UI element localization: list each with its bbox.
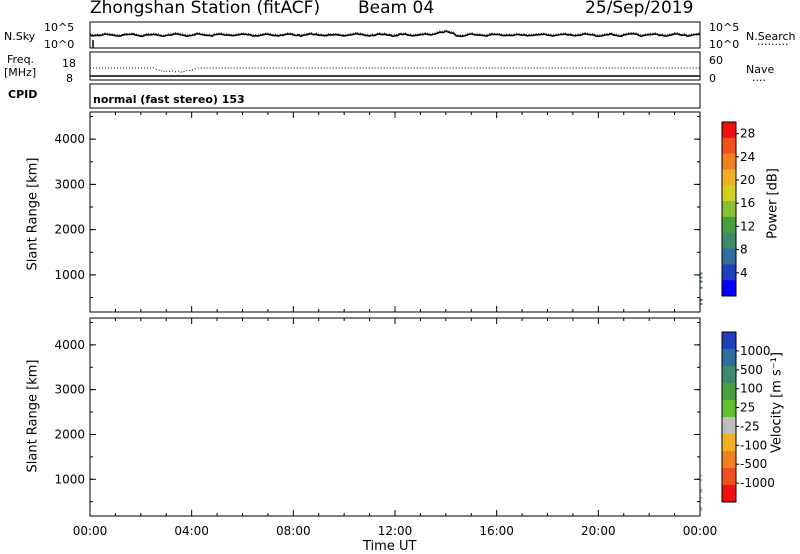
- nsky-tick-top: 10^5: [44, 21, 75, 34]
- nsearch-label: N.Search: [746, 30, 796, 43]
- scatter-cell: [700, 272, 703, 275]
- cpid-strip-frame: [89, 83, 701, 109]
- scatter-cell: [700, 286, 703, 289]
- scatter-cell: [700, 280, 703, 283]
- freq-strip-frame: [89, 51, 701, 81]
- nsearch-tick-bottom: 10^0: [709, 38, 740, 51]
- scatter-cell: [700, 276, 703, 279]
- nave-legend-dots: ····: [752, 74, 766, 87]
- nave-tick-bottom: 0: [709, 72, 716, 85]
- beam-title: Beam 04: [358, 0, 435, 18]
- nave-label: Nave: [746, 63, 775, 76]
- scatter-cell: [700, 298, 703, 301]
- freq-label: Freq.: [7, 53, 35, 66]
- cpid-label: CPID: [8, 88, 38, 101]
- nsky-tick-bottom: 10^0: [44, 38, 75, 51]
- nsky-line: [89, 30, 701, 38]
- nave-tick-top: 60: [709, 54, 723, 67]
- cpid-value: normal (fast stereo) 153: [93, 93, 245, 106]
- scatter-cell: [700, 303, 703, 305]
- freq-tick-top: 18: [62, 57, 76, 70]
- station-title: Zhongshan Station (fitACF): [90, 0, 321, 18]
- x-axis-title: Time UT: [363, 539, 417, 554]
- nsky-label: N.Sky: [4, 30, 36, 43]
- nsearch-tick-top: 10^5: [709, 21, 740, 34]
- date-title: 25/Sep/2019: [585, 0, 694, 18]
- nsearch-legend-dots: ·········: [757, 38, 789, 51]
- freq-tick-bottom: 8: [66, 72, 73, 85]
- nave-dotted-line: [90, 67, 700, 73]
- freq-unit-label: [MHz]: [4, 66, 37, 79]
